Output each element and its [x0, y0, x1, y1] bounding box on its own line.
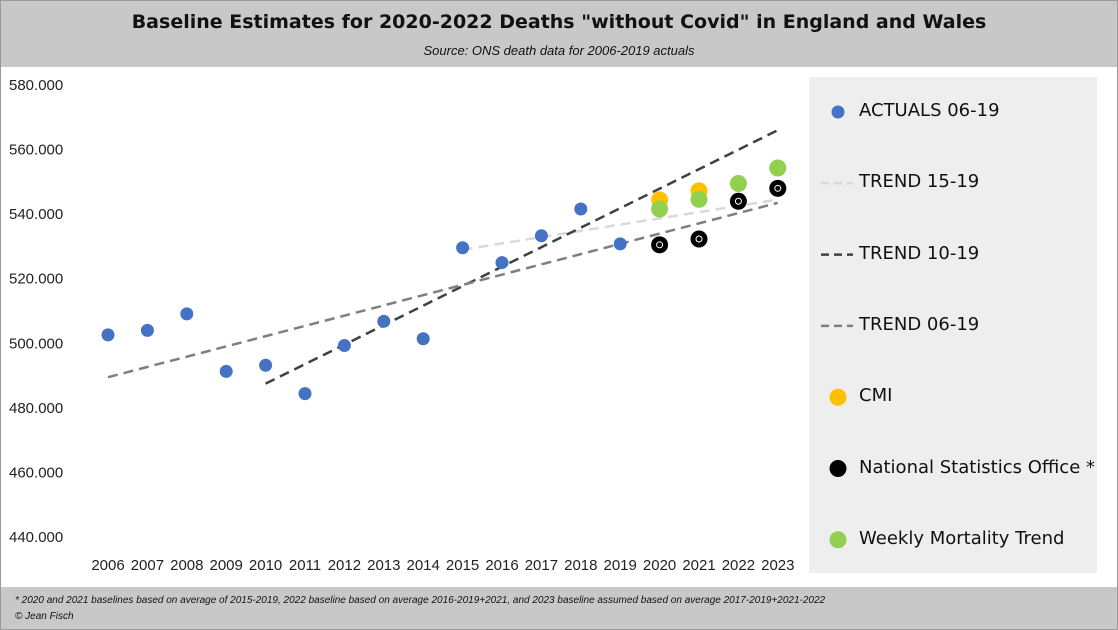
x-tick-label: 2011 [289, 557, 321, 574]
trend-lines [107, 129, 779, 385]
point-actuals-06-19 [337, 339, 351, 353]
trend-line-trend-15-19 [462, 198, 778, 251]
point-actuals-06-19 [613, 237, 627, 251]
point-national-statistics-office [769, 179, 787, 197]
chart-subtitle: Source: ONS death data for 2006-2019 act… [423, 43, 695, 58]
x-tick-label: 2013 [367, 557, 400, 574]
point-ring-national-statistics-office [774, 184, 782, 192]
x-tick-label: 2014 [407, 557, 440, 574]
x-tick-label: 2006 [91, 557, 124, 574]
x-tick-label: 2019 [604, 557, 637, 574]
point-national-statistics-office [651, 236, 669, 254]
point-national-statistics-office [729, 192, 747, 210]
point-weekly-mortality-trend [729, 174, 747, 192]
point-ring-national-statistics-office [656, 241, 664, 249]
data-points [101, 159, 787, 401]
point-actuals-06-19 [534, 229, 548, 243]
x-tick-label: 2020 [643, 557, 676, 574]
y-axis: 440.000 460.000 480.000 500.000 520.000 540.0… [9, 77, 63, 546]
plot-area: 440.000 460.000 480.000 500.000 520.000 540.0… [9, 77, 794, 574]
legend-marker-actuals-06-19 [831, 105, 845, 119]
legend-marker-national-statistics-office [829, 460, 847, 477]
x-axis: 2006 2007 2008 2009 2010 2011 2012 2013 2014 2015… [91, 557, 794, 574]
legend-marker-weekly-mortality-trend [829, 531, 847, 549]
x-tick-label: 2022 [722, 557, 755, 574]
point-weekly-mortality-trend [769, 159, 787, 177]
x-tick-label: 2009 [210, 557, 243, 574]
point-actuals-06-19 [298, 387, 312, 401]
x-tick-label: 2016 [485, 557, 518, 574]
point-actuals-06-19 [416, 332, 430, 346]
point-ring-national-statistics-office [695, 235, 703, 243]
point-actuals-06-19 [377, 314, 391, 328]
x-tick-label: 2023 [761, 557, 794, 574]
legend-label-national-statistics-office: National Statistics Office * [859, 456, 1095, 478]
trend-line-trend-06-19 [107, 201, 779, 379]
point-actuals-06-19 [259, 358, 273, 372]
point-actuals-06-19 [495, 256, 509, 270]
footer-bar: * 2020 and 2021 baselines based on avera… [1, 587, 1117, 629]
legend-label-trend-10-19: TREND 10-19 [859, 242, 980, 264]
legend-label-trend-06-19: TREND 06-19 [859, 313, 980, 335]
point-actuals-06-19 [456, 241, 470, 255]
x-tick-label: 2015 [446, 557, 479, 574]
point-actuals-06-19 [219, 364, 233, 378]
legend-label-weekly-mortality-trend: Weekly Mortality Trend [859, 527, 1065, 549]
point-weekly-mortality-trend [651, 200, 669, 218]
legend-label-cmi: CMI [859, 385, 893, 407]
point-actuals-06-19 [180, 307, 194, 321]
x-tick-label: 2021 [682, 557, 715, 574]
x-tick-label: 2012 [328, 557, 361, 574]
point-weekly-mortality-trend [690, 190, 708, 208]
y-tick-label: 560.000 [9, 142, 63, 159]
y-tick-label: 500.000 [9, 335, 63, 352]
copyright: © Jean Fisch [15, 611, 74, 622]
y-tick-label: 480.000 [9, 400, 63, 417]
legend: ACTUALS 06-19 TREND 15-19 TREND 10-19 TREND… [809, 77, 1097, 573]
legend-markers [821, 105, 853, 549]
footnote: * 2020 and 2021 baselines based on avera… [15, 595, 826, 606]
legend-label-trend-15-19: TREND 15-19 [859, 171, 980, 193]
point-actuals-06-19 [101, 328, 115, 342]
x-tick-label: 2010 [249, 557, 282, 574]
y-tick-label: 460.000 [9, 464, 63, 481]
y-tick-label: 440.000 [9, 529, 63, 546]
y-tick-label: 580.000 [9, 77, 63, 94]
x-tick-label: 2017 [525, 557, 558, 574]
y-tick-label: 520.000 [9, 271, 63, 288]
point-ring-national-statistics-office [734, 197, 742, 205]
point-actuals-06-19 [574, 202, 588, 216]
x-tick-label: 2007 [131, 557, 164, 574]
y-tick-label: 540.000 [9, 206, 63, 223]
point-national-statistics-office [690, 230, 708, 248]
chart-title: Baseline Estimates for 2020-2022 Deaths … [131, 11, 987, 33]
x-tick-label: 2018 [564, 557, 597, 574]
point-actuals-06-19 [140, 323, 154, 337]
legend-label-actuals-06-19: ACTUALS 06-19 [859, 100, 1000, 121]
x-tick-label: 2008 [170, 557, 203, 574]
legend-marker-cmi [829, 388, 847, 406]
title-bar: Baseline Estimates for 2020-2022 Deaths … [1, 1, 1117, 67]
